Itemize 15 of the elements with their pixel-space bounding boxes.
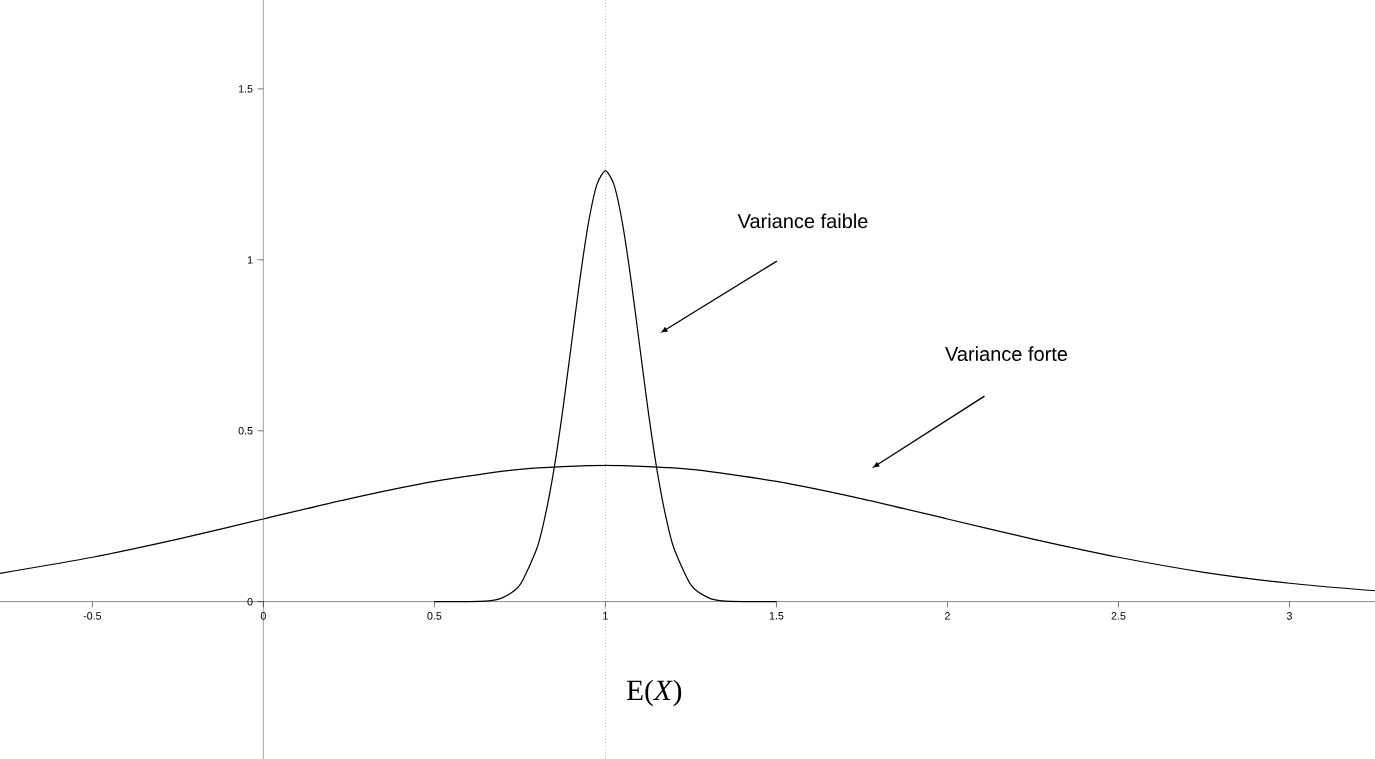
annotation: Variance forte	[945, 346, 1068, 362]
x-tick-label: 2.5	[1111, 612, 1126, 620]
x-tick-label: -0.5	[83, 612, 102, 620]
x-tick-label: 0.5	[427, 612, 442, 620]
y-tick-label: 1	[247, 256, 253, 264]
y-tick-label: 0.5	[238, 427, 253, 435]
y-tick-label: 1.5	[238, 85, 253, 93]
annotation: Variance faible	[737, 213, 868, 229]
ref-line-label: E(X)	[626, 679, 682, 707]
x-tick-label: 1.5	[769, 612, 784, 620]
y-tick-label: 0	[247, 597, 253, 606]
x-tick-label: 1	[603, 612, 608, 620]
x-tick-label: 3	[1286, 612, 1292, 620]
x-tick-label: 2	[945, 612, 950, 620]
x-tick-label: 0	[260, 612, 266, 620]
